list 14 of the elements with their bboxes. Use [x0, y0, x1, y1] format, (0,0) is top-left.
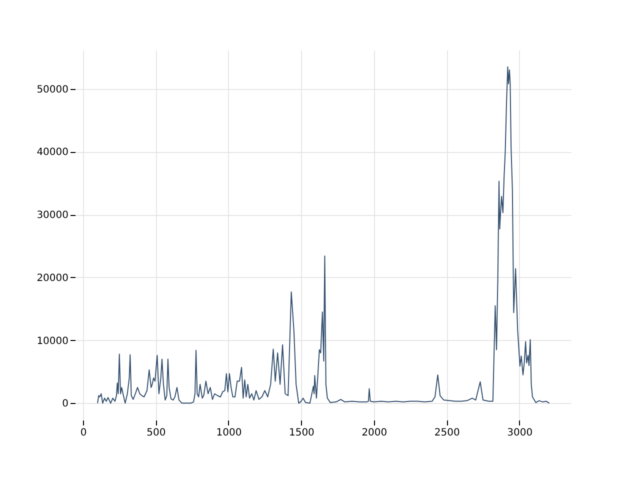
x-tick-label: 2500 — [434, 428, 460, 438]
x-tick-label: 0 — [80, 428, 87, 438]
x-tick-label: 2000 — [362, 428, 388, 438]
x-tick-label: 3000 — [507, 428, 533, 438]
x-tick-label: 1000 — [216, 428, 242, 438]
y-tick-label: 40000 — [36, 147, 68, 158]
y-tick-label: 50000 — [36, 84, 68, 96]
y-tick-label: 20000 — [36, 272, 68, 284]
y-tick-label: 10000 — [36, 336, 68, 347]
y-tick-label: 0 — [62, 398, 68, 410]
x-tick-label: 500 — [146, 428, 166, 438]
y-tick-label: 30000 — [36, 210, 68, 222]
line-series — [97, 66, 550, 404]
x-tick-label: 1500 — [288, 428, 314, 438]
